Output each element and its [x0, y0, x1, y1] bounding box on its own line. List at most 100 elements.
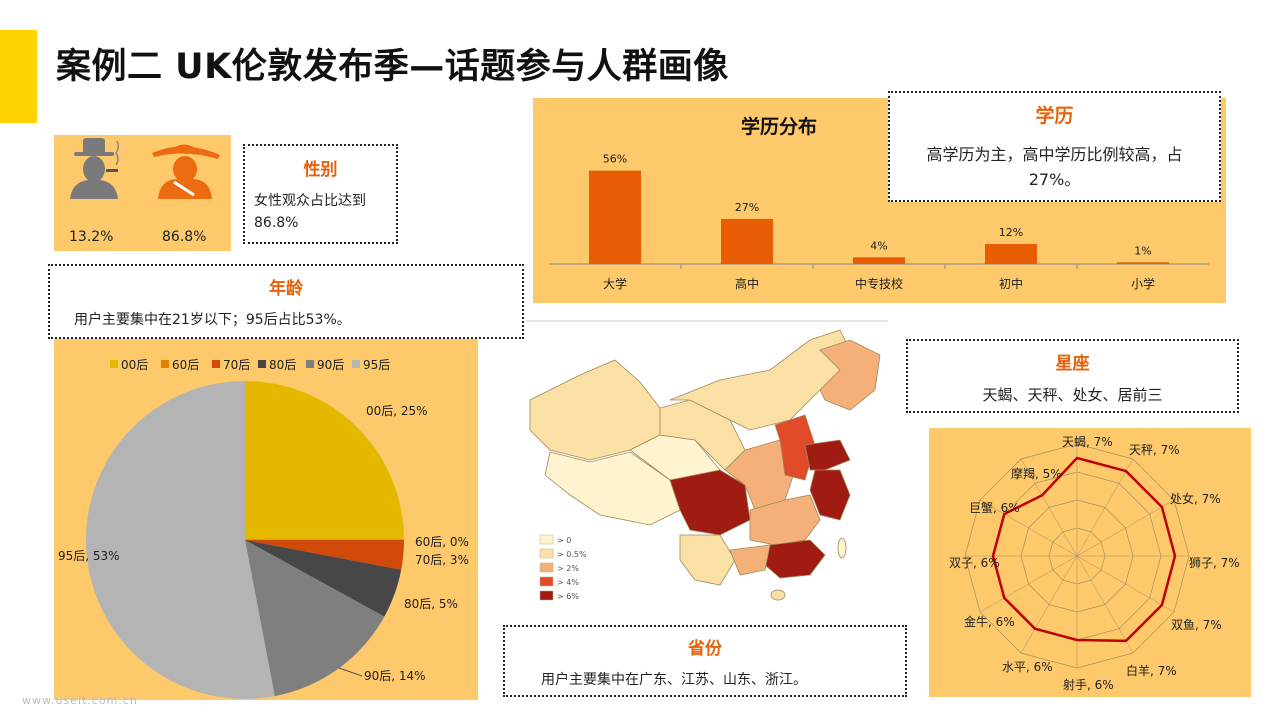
age-callout: 年龄 用户主要集中在21岁以下；95后占比53%。 — [48, 264, 524, 339]
pie-legend-swatch-0 — [110, 360, 118, 368]
pie-data-label-3: 80后, 5% — [404, 597, 458, 611]
gender-callout-text: 女性观众占比达到86.8% — [254, 193, 366, 231]
map-legend-swatch-1 — [539, 548, 554, 559]
pie-legend-swatch-3 — [258, 360, 266, 368]
pie-slice-2 — [245, 540, 404, 570]
radar-axis-label-9: 双子, 6% — [949, 556, 1000, 570]
pie-legend-label-4: 90后 — [317, 358, 344, 372]
gender-panel: 13.2% 86.8% — [54, 135, 231, 251]
map-legend-label-4: > 6% — [557, 592, 579, 601]
male-figure-icon — [70, 138, 120, 199]
map-legend-label-3: > 4% — [557, 578, 579, 587]
pie-slice-5 — [86, 381, 275, 699]
female-percentage: 86.8% — [162, 229, 207, 245]
pie-data-label-4: 90后, 14% — [364, 669, 426, 683]
education-bar-value-0: 56% — [603, 153, 627, 166]
pie-slice-4 — [245, 540, 385, 697]
pie-leader-line — [338, 667, 363, 677]
china-province-map: > 0 > 0.5% > 2% > 4% > 6% — [526, 320, 888, 601]
radar-spoke-7 — [1020, 555, 1078, 654]
map-region-guangdong — [764, 539, 826, 579]
education-category-label-1: 高中 — [735, 276, 759, 291]
radar-spoke-2 — [1076, 499, 1175, 557]
map-region-south-central — [749, 494, 821, 546]
pie-legend-label-5: 95后 — [363, 358, 390, 372]
map-region-hainan — [770, 589, 786, 601]
pie-legend-label-3: 80后 — [269, 358, 296, 372]
map-legend-swatch-3 — [539, 576, 554, 587]
education-bar-4 — [1117, 262, 1169, 264]
zodiac-callout-text: 天蝎、天秤、处女、居前三 — [982, 386, 1163, 404]
map-region-sichuan — [669, 469, 751, 536]
pie-legend-label-1: 60后 — [172, 358, 199, 372]
education-chart-title: 学历分布 — [741, 115, 817, 138]
pie-data-label-5: 95后, 53% — [58, 549, 120, 563]
map-region-northeast — [819, 339, 881, 411]
map-region-jiangsu-zhejiang — [809, 469, 851, 521]
map-region-tibet — [544, 451, 681, 526]
radar-axis-label-3: 狮子, 7% — [1189, 556, 1240, 570]
age-callout-text: 用户主要集中在21岁以下；95后占比53%。 — [74, 312, 351, 328]
education-callout-title: 学历 — [1035, 105, 1074, 127]
pie-legend-swatch-2 — [212, 360, 220, 368]
province-callout-text: 用户主要集中在广东、江苏、山东、浙江。 — [541, 672, 807, 688]
pie-data-label-2: 70后, 3% — [415, 553, 469, 567]
map-legend-swatch-4 — [539, 590, 554, 601]
radar-series-line — [991, 456, 1177, 643]
province-callout-title: 省份 — [688, 639, 722, 659]
zodiac-callout-title: 星座 — [1055, 354, 1090, 374]
zodiac-radar-chart: 天蝎, 7% 天秤, 7% 处女, 7% 狮子, 7% 双鱼, 7% 白羊, 7% 射手, … — [949, 435, 1240, 692]
male-percentage: 13.2% — [69, 229, 114, 245]
education-bar-value-4: 1% — [1134, 244, 1151, 257]
radar-axis-label-10: 巨蟹, 6% — [969, 500, 1020, 515]
pie-slice-3 — [245, 540, 402, 617]
education-bar-value-3: 12% — [999, 226, 1023, 239]
pie-legend-swatch-5 — [352, 360, 360, 368]
radar-axis-label-7: 水平, 6% — [1002, 660, 1053, 674]
map-legend-swatch-2 — [539, 562, 554, 573]
age-callout-title: 年龄 — [269, 279, 303, 299]
gender-callout: 性别 女性观众占比达到86.8% — [243, 144, 398, 244]
page-title: 案例二 UK伦敦发布季—话题参与人群画像 — [56, 47, 729, 87]
pie-legend-swatch-4 — [306, 360, 314, 368]
china-map-area: > 0 > 0.5% > 2% > 4% > 6% — [520, 320, 890, 610]
education-bar-value-1: 27% — [735, 201, 759, 214]
female-figure-icon — [152, 144, 220, 199]
title-accent-bar — [0, 30, 37, 123]
radar-axis-label-11: 摩羯, 5% — [1011, 466, 1062, 481]
pie-legend-swatch-1 — [161, 360, 169, 368]
age-pie-panel: 00后 60后 70后 80后 90后 95后 00后, 25% 60后, 0% 70后, 3… — [54, 339, 478, 700]
map-region-shandong — [804, 439, 851, 471]
education-category-label-3: 初中 — [999, 276, 1023, 291]
radar-spoke-11 — [1020, 458, 1078, 557]
education-bar-chart: 学历分布 56% 大学 27% 高中 4% 中专技校 12% 初中 1% 小学 — [549, 115, 1209, 291]
education-category-label-2: 中专技校 — [855, 276, 903, 291]
map-legend-label-0: > 0 — [557, 536, 571, 545]
education-bar-value-2: 4% — [870, 239, 887, 252]
gender-callout-title: 性别 — [303, 160, 338, 180]
map-region-guangxi — [729, 544, 771, 576]
education-bar-2 — [853, 257, 905, 264]
map-legend-swatch-0 — [539, 534, 554, 545]
radar-axis-label-1: 天秤, 7% — [1129, 443, 1180, 457]
radar-axis-label-5: 白羊, 7% — [1126, 663, 1177, 678]
age-pie-chart: 00后 60后 70后 80后 90后 95后 00后, 25% 60后, 0% 70后, 3… — [58, 358, 469, 699]
education-callout: 学历 高学历为主，高中学历比例较高，占27%。 — [888, 91, 1221, 202]
radar-spoke-1 — [1076, 458, 1134, 557]
education-category-label-0: 大学 — [603, 276, 627, 291]
education-bar-1 — [721, 219, 773, 264]
zodiac-callout: 星座 天蝎、天秤、处女、居前三 — [906, 339, 1239, 413]
radar-axis-label-4: 双鱼, 7% — [1171, 618, 1222, 632]
gender-icons — [70, 138, 220, 199]
map-legend-label-1: > 0.5% — [557, 550, 587, 559]
education-category-label-4: 小学 — [1131, 276, 1155, 291]
province-callout: 省份 用户主要集中在广东、江苏、山东、浙江。 — [503, 625, 907, 697]
radar-axis-label-2: 处女, 7% — [1170, 491, 1221, 506]
pie-legend-label-2: 70后 — [223, 358, 250, 372]
pie-data-label-1: 60后, 0% — [415, 535, 469, 549]
map-legend-label-2: > 2% — [557, 564, 579, 573]
radar-axis-label-6: 射手, 6% — [1063, 677, 1114, 692]
pie-legend-label-0: 00后 — [121, 358, 148, 372]
education-bar-3 — [985, 244, 1037, 264]
radar-axis-label-8: 金牛, 6% — [964, 614, 1015, 629]
